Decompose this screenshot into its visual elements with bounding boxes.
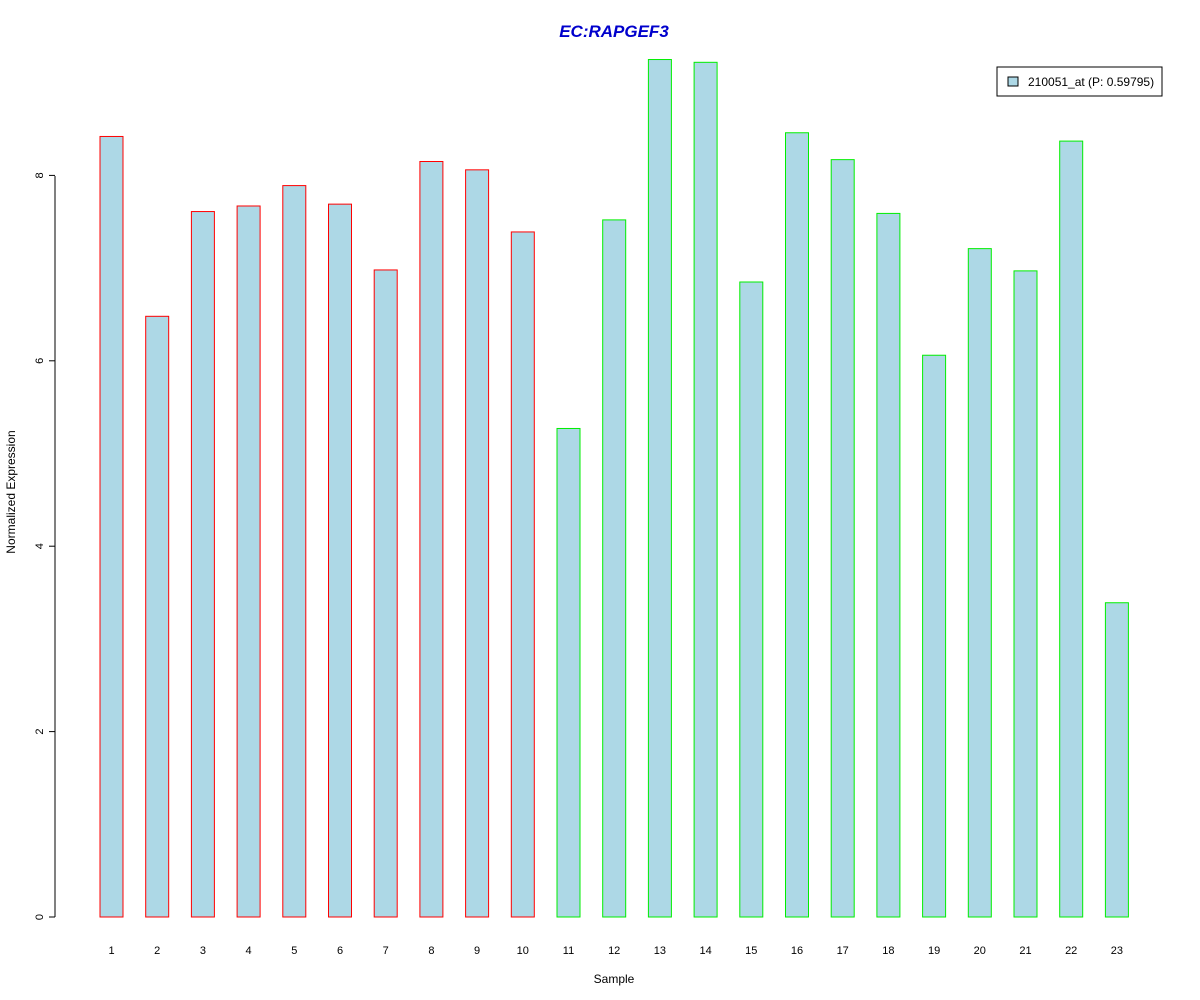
x-tick-label: 11 xyxy=(563,945,574,957)
bars xyxy=(99,59,1129,918)
y-ticks: 0 2 4 6 8 xyxy=(34,172,55,920)
x-tick-label: 17 xyxy=(837,945,849,957)
legend-box xyxy=(996,66,1163,97)
x-tick-label: 21 xyxy=(1019,945,1031,957)
x-axis-title: Sample xyxy=(594,972,635,986)
x-tick-labels: 1 2 3 4 5 6 7 8 9 10 11 12 13 14 15 16 17 18 19 20 21 22 23 xyxy=(108,945,1123,957)
bar-sample-11 xyxy=(556,427,581,918)
x-tick-label: 19 xyxy=(928,945,940,957)
bar-sample-14 xyxy=(693,61,718,918)
x-tick-label: 6 xyxy=(337,945,343,957)
bar-sample-13 xyxy=(647,59,672,918)
bar-sample-15 xyxy=(739,281,764,918)
bar-sample-22 xyxy=(1059,140,1084,918)
y-tick-label: 0 xyxy=(34,914,46,920)
bar-sample-1 xyxy=(99,135,124,918)
x-tick-label: 2 xyxy=(154,945,160,957)
y-axis-title: Normalized Expression xyxy=(4,430,18,553)
legend-label: 210051_at (P: 0.59795) xyxy=(1028,75,1154,89)
bar-sample-3 xyxy=(190,211,215,918)
bar-sample-10 xyxy=(510,231,535,918)
bar-sample-23 xyxy=(1104,602,1129,918)
x-tick-label: 4 xyxy=(246,945,252,957)
bar-sample-20 xyxy=(967,248,992,918)
bar-sample-7 xyxy=(373,269,398,918)
x-tick-label: 3 xyxy=(200,945,206,957)
legend-swatch xyxy=(1007,76,1019,87)
x-tick-label: 12 xyxy=(608,945,620,957)
bar-sample-21 xyxy=(1013,270,1038,918)
x-tick-label: 14 xyxy=(699,945,711,957)
x-tick-label: 8 xyxy=(428,945,434,957)
x-tick-label: 20 xyxy=(974,945,986,957)
bar-sample-5 xyxy=(282,185,307,918)
bar-sample-19 xyxy=(922,354,947,918)
x-tick-label: 5 xyxy=(291,945,297,957)
y-tick-label: 6 xyxy=(34,358,46,364)
y-tick-label: 2 xyxy=(34,729,46,735)
x-tick-label: 1 xyxy=(108,945,114,957)
bar-sample-12 xyxy=(602,219,627,918)
x-tick-label: 10 xyxy=(517,945,529,957)
x-tick-label: 13 xyxy=(654,945,666,957)
bar-sample-4 xyxy=(236,205,261,918)
bar-sample-18 xyxy=(876,212,901,918)
bar-sample-16 xyxy=(785,132,809,918)
x-tick-label: 7 xyxy=(383,945,389,957)
x-tick-label: 18 xyxy=(882,945,894,957)
x-tick-label: 23 xyxy=(1111,945,1123,957)
y-tick-label: 4 xyxy=(34,543,46,549)
x-tick-label: 22 xyxy=(1065,945,1077,957)
chart-title: EC:RAPGEF3 xyxy=(559,22,669,41)
x-tick-label: 15 xyxy=(745,945,757,957)
bar-sample-6 xyxy=(328,203,352,918)
bar-sample-9 xyxy=(465,169,490,918)
y-tick-label: 8 xyxy=(34,172,46,178)
bar-sample-2 xyxy=(145,315,170,918)
bar-sample-8 xyxy=(419,160,444,918)
x-tick-label: 16 xyxy=(791,945,803,957)
x-tick-label: 9 xyxy=(474,945,480,957)
legend: 210051_at (P: 0.59795) xyxy=(996,66,1163,97)
bar-sample-17 xyxy=(830,159,855,918)
